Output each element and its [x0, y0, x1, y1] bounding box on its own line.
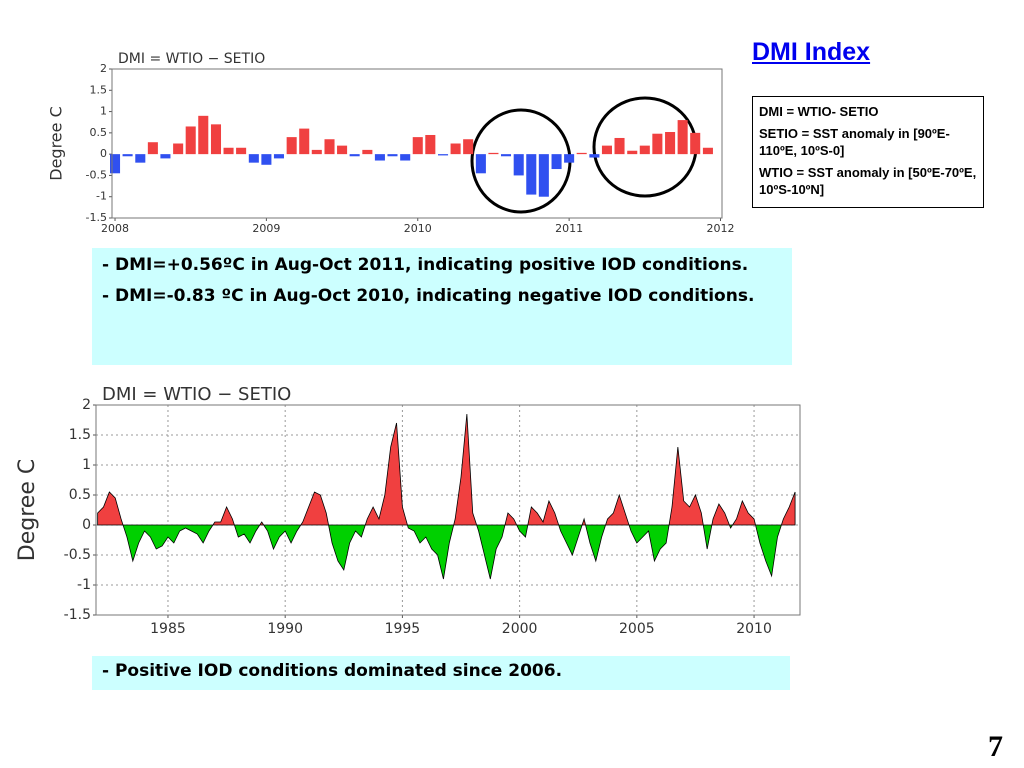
- bar: [551, 154, 562, 170]
- x-tick-label: 1985: [150, 621, 186, 637]
- plot-frame: [95, 404, 801, 616]
- conclusion-box: - Positive IOD conditions dominated sinc…: [92, 656, 790, 690]
- chart-title: DMI = WTIO − SETIO: [102, 384, 291, 405]
- bar: [135, 154, 146, 163]
- x-tick-label: 2009: [252, 222, 280, 235]
- x-tick-label: 2000: [502, 621, 538, 637]
- notes-box: - DMI=+0.56ºC in Aug-Oct 2011, indicatin…: [92, 248, 792, 365]
- bar: [526, 154, 537, 195]
- y-tick-label: 0: [82, 517, 91, 533]
- bar: [324, 139, 335, 155]
- note: - DMI=+0.56ºC in Aug-Oct 2011, indicatin…: [102, 255, 749, 275]
- bar: [500, 154, 512, 157]
- bar: [488, 152, 499, 155]
- bar: [652, 133, 663, 155]
- bar: [110, 154, 121, 174]
- bar: [400, 154, 411, 161]
- bar: [463, 139, 474, 155]
- bar: [677, 120, 688, 155]
- bar: [210, 124, 222, 155]
- bar: [160, 154, 171, 159]
- y-tick-label: 0.5: [69, 487, 91, 503]
- x-tick-label: 2010: [404, 222, 432, 235]
- definitions-box: DMI = WTIO- SETIO SETIO = SST anomaly in…: [752, 96, 984, 208]
- bar: [299, 128, 310, 155]
- bar: [513, 154, 524, 176]
- bar: [564, 154, 575, 163]
- bar: [412, 137, 423, 155]
- y-tick-label: 1.5: [90, 83, 108, 96]
- bar: [475, 154, 486, 174]
- y-tick-label: 1.5: [69, 427, 91, 443]
- x-tick-label: 2012: [706, 222, 734, 235]
- bar: [173, 143, 184, 155]
- bar: [362, 149, 373, 155]
- x-tick-label: 1990: [267, 621, 303, 637]
- bar: [438, 154, 449, 156]
- bar: [122, 154, 133, 157]
- y-tick-label: -0.5: [64, 547, 91, 563]
- bar: [665, 132, 676, 155]
- bar: [311, 149, 322, 155]
- bar: [248, 154, 259, 163]
- y-tick-label: -1: [77, 577, 91, 593]
- bar: [286, 137, 297, 155]
- bar: [198, 115, 209, 155]
- bar: [236, 147, 247, 155]
- y-tick-label: -1.5: [86, 211, 107, 224]
- bar: [690, 132, 701, 155]
- definition: WTIO = SST anomaly in [50ºE-70ºE, 10ºS-1…: [759, 165, 977, 197]
- x-tick-label: 2010: [736, 621, 772, 637]
- y-tick-label: 1: [100, 105, 107, 118]
- y-tick-label: 2: [100, 62, 107, 75]
- slide-title: DMI Index: [752, 38, 871, 66]
- bar: [601, 145, 612, 155]
- area: [97, 413, 796, 580]
- x-tick-label: 2005: [619, 621, 655, 637]
- bar: [614, 137, 625, 155]
- y-tick-label: 0: [100, 147, 107, 160]
- x-tick-label: 2008: [101, 222, 129, 235]
- bar: [538, 154, 549, 197]
- note: - DMI=-0.83 ºC in Aug-Oct 2010, indicati…: [102, 286, 755, 306]
- y-tick-label: 1: [82, 457, 91, 473]
- bar: [387, 154, 398, 157]
- bar: [627, 150, 638, 155]
- bar: [147, 142, 158, 155]
- bar: [589, 154, 600, 158]
- y-tick-label: -1: [96, 190, 107, 203]
- bar: [185, 126, 196, 155]
- bar: [639, 145, 650, 155]
- y-tick-label: -0.5: [86, 168, 107, 181]
- bar: [261, 154, 272, 165]
- page-number: 7: [988, 730, 1003, 763]
- bar: [273, 154, 284, 159]
- x-tick-label: 1995: [385, 621, 421, 637]
- bar: [223, 147, 234, 155]
- bar: [374, 154, 385, 161]
- y-axis-label: Degree C: [15, 459, 40, 561]
- x-tick-label: 2011: [555, 222, 583, 235]
- definition: SETIO = SST anomaly in [90ºE-110ºE, 10ºS…: [759, 126, 950, 158]
- plot-frame: [111, 68, 723, 219]
- y-tick-label: -1.5: [64, 607, 91, 623]
- bar: [450, 143, 461, 155]
- bar: [425, 134, 436, 155]
- bar: [576, 152, 587, 155]
- bar: [349, 154, 360, 157]
- chart-title: DMI = WTIO − SETIO: [118, 51, 265, 67]
- bar: [702, 147, 713, 155]
- y-axis-label: Degree C: [47, 106, 66, 181]
- y-tick-label: 0.5: [90, 126, 108, 139]
- y-tick-label: 2: [82, 397, 91, 413]
- definition: DMI = WTIO- SETIO: [759, 104, 879, 119]
- bar: [337, 145, 348, 155]
- conclusion: - Positive IOD conditions dominated sinc…: [102, 661, 563, 681]
